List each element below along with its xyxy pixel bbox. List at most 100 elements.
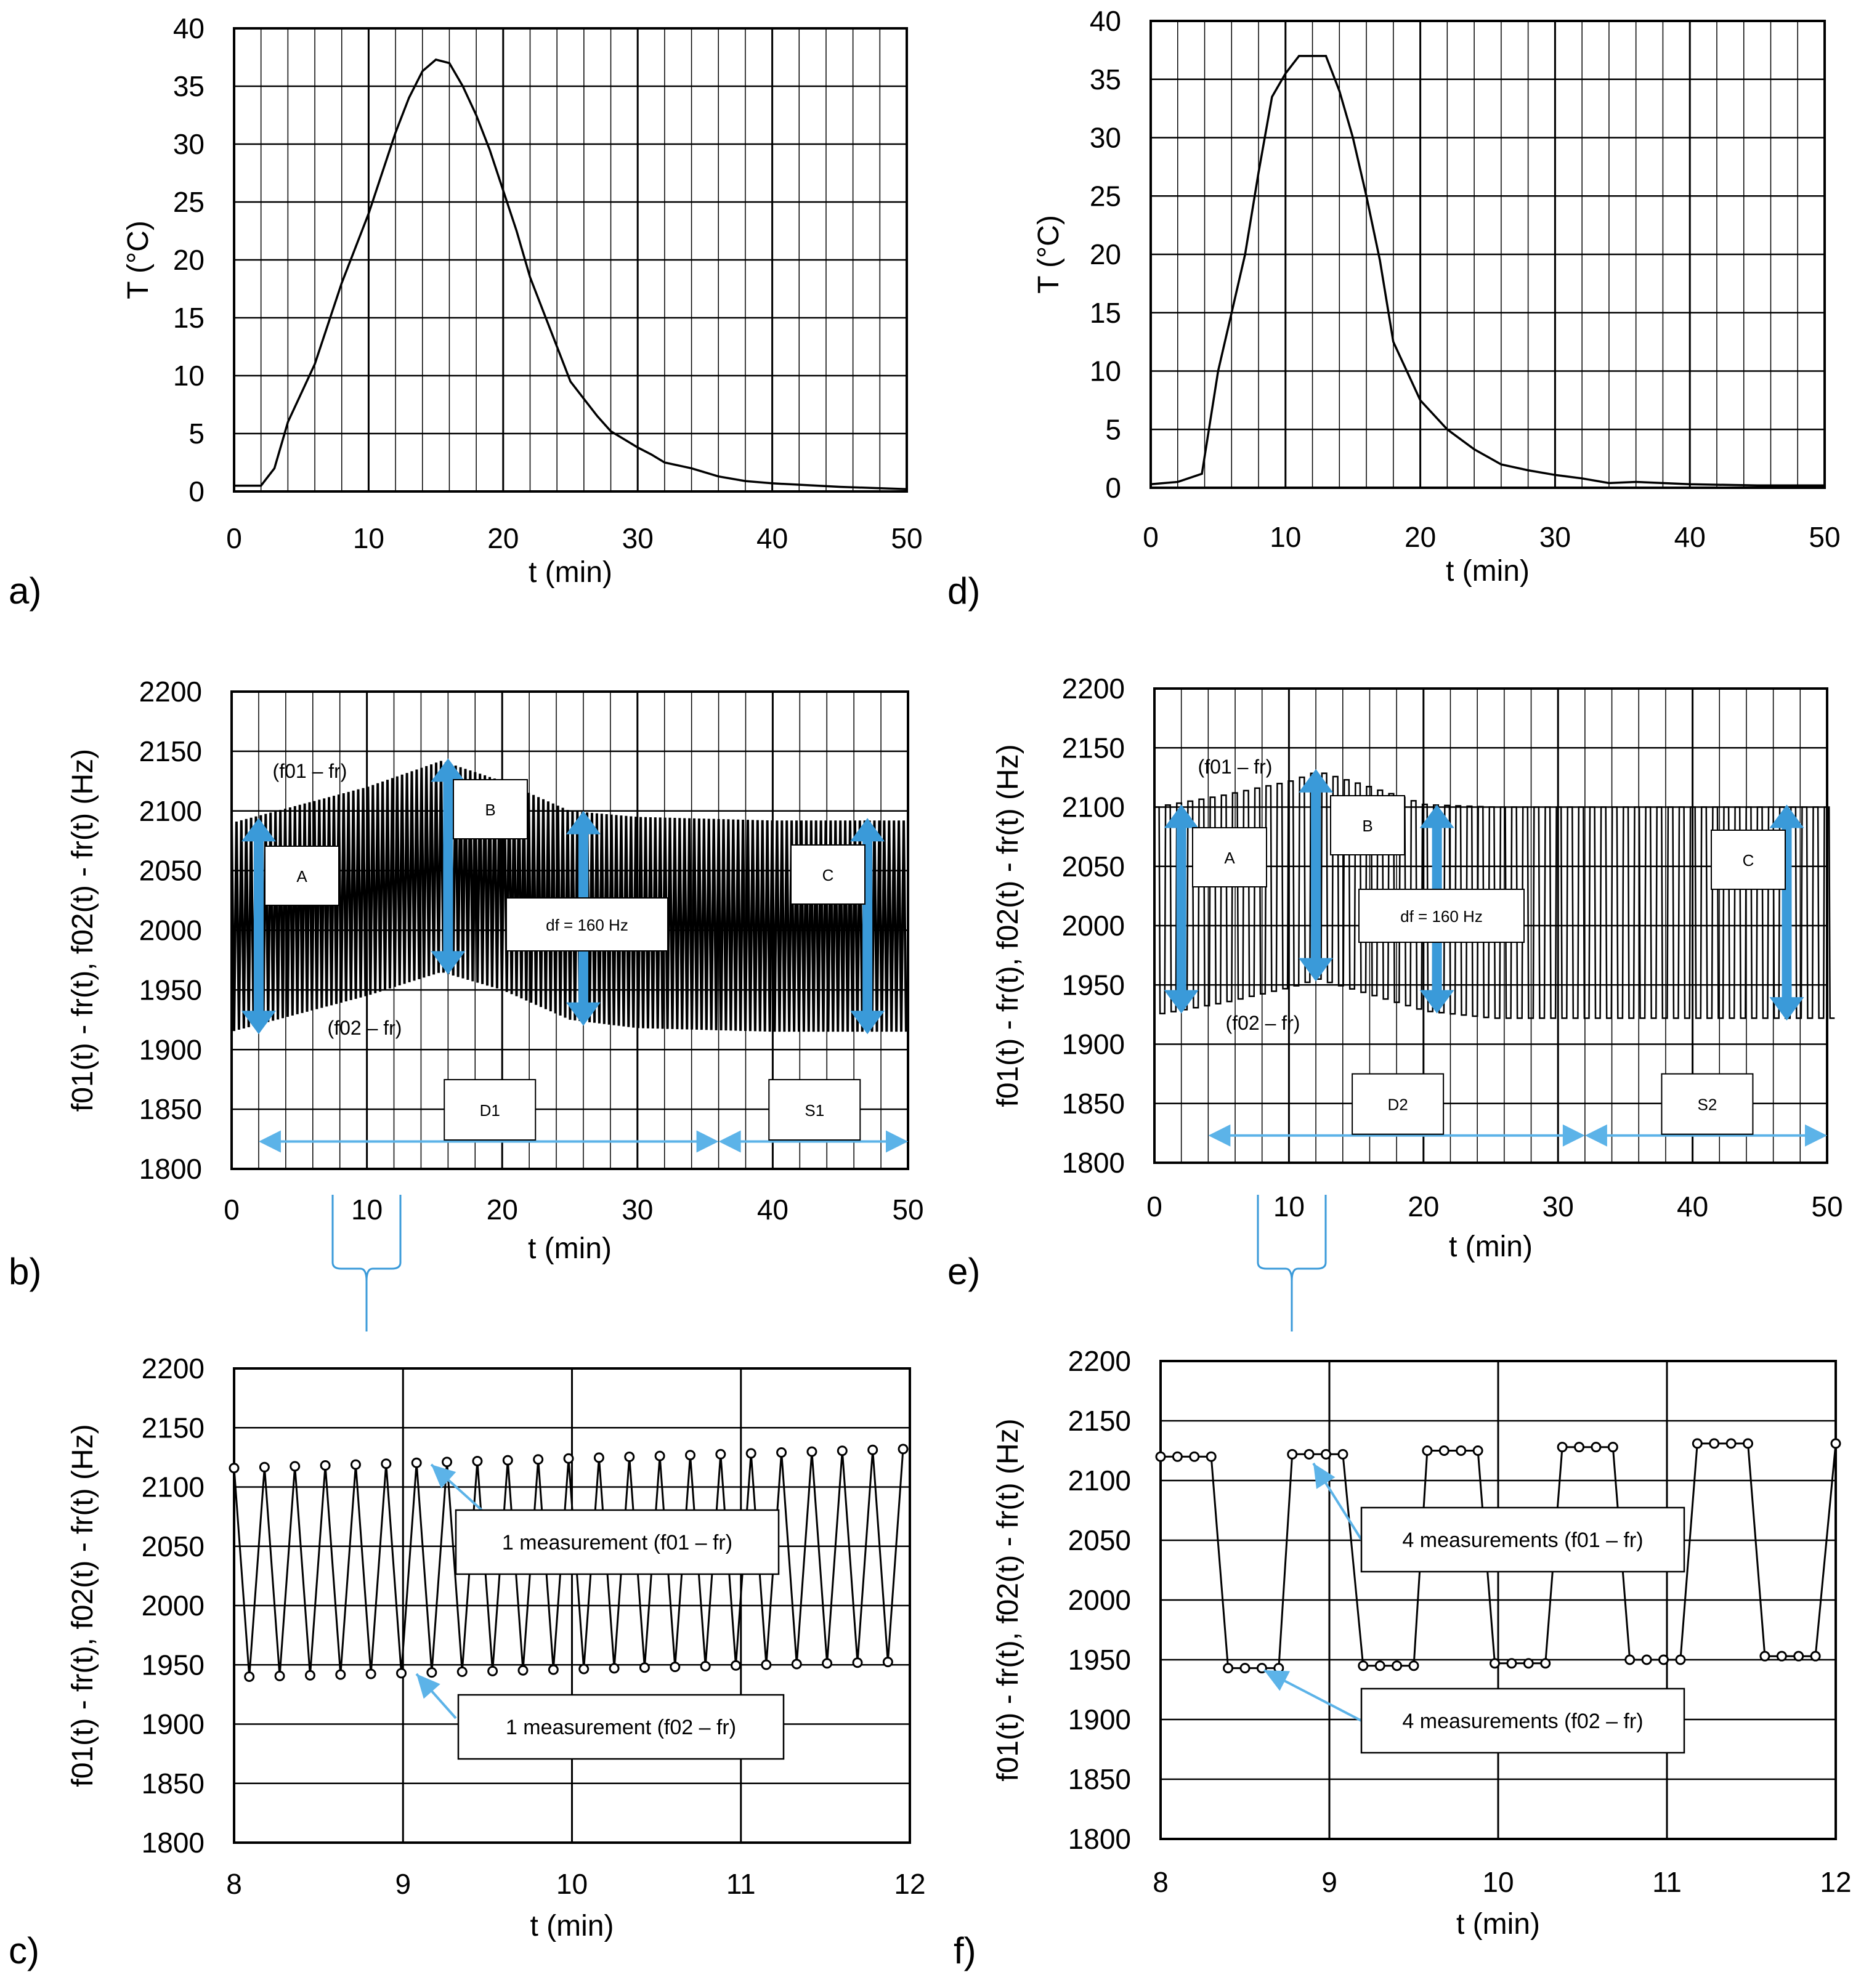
y-tick-label: 1850: [142, 1768, 205, 1800]
measurement-point: [1675, 1654, 1686, 1665]
interval-label-0: D1: [444, 1079, 537, 1141]
x-tick-label: 20: [487, 1194, 518, 1226]
measurement-point: [396, 1668, 407, 1679]
y-tick-label: 40: [173, 12, 205, 44]
measurement-point: [1239, 1663, 1251, 1674]
measurement-point: [578, 1663, 590, 1675]
interval-label-1-text: S1: [805, 1101, 824, 1120]
x-tick-label: 8: [1153, 1866, 1169, 1898]
x-tick-label: 10: [1273, 1190, 1305, 1222]
x-tick-label: 0: [226, 522, 242, 554]
measurement-point: [731, 1660, 742, 1671]
panel-label-f: f): [954, 1930, 976, 1971]
interval-arrow-1: [1584, 1124, 1827, 1147]
y-tick-label: 1800: [142, 1827, 205, 1859]
measurement-point: [852, 1657, 863, 1668]
y-tick-label: 40: [1090, 5, 1121, 37]
x-axis-label: t (min): [1456, 1908, 1540, 1941]
measurement-point: [1810, 1651, 1821, 1662]
measurement-point: [1793, 1651, 1804, 1662]
y-tick-label: 2200: [139, 676, 202, 708]
y-tick-label: 2100: [139, 795, 202, 827]
measurement-point: [1206, 1451, 1217, 1462]
y-tick-label: 10: [173, 360, 205, 392]
x-axis-label: t (min): [529, 556, 612, 589]
y-tick-label: 1800: [1068, 1823, 1131, 1855]
measurement-point: [1472, 1445, 1483, 1456]
plot-frame: [1153, 687, 1828, 1164]
measurement-point: [244, 1671, 255, 1682]
measurement-point: [1155, 1451, 1166, 1462]
x-tick-label: 9: [395, 1868, 411, 1900]
y-tick-label: 2050: [1062, 851, 1125, 883]
y-tick-label: 2150: [1068, 1405, 1131, 1437]
zoom-brace: [1257, 1195, 1327, 1331]
x-tick-label: 50: [892, 1194, 923, 1226]
measurement-point: [1776, 1651, 1787, 1662]
panel-label-c: c): [9, 1930, 39, 1971]
measurement-point: [456, 1667, 468, 1678]
x-tick-label: 20: [1405, 521, 1436, 553]
x-tick-label: 40: [757, 1194, 789, 1226]
measurement-point: [1172, 1451, 1183, 1462]
panel-e: 0 10 20 30 40 50 1800 1850 1900 1950 2000 2050 2100 2…: [992, 673, 1843, 1263]
y-tick-label: 2150: [1062, 732, 1125, 764]
measurement-point: [1743, 1438, 1754, 1449]
y-tick-label: 15: [173, 302, 205, 334]
y-axis-label: f01(t) - fr(t), f02(t) - fr(t) (Hz): [67, 1424, 99, 1787]
arrow-label-2: C: [1711, 830, 1786, 890]
measurement-point: [761, 1659, 772, 1670]
y-tick-label: 1850: [1068, 1763, 1131, 1795]
callout-f01-text: 1 measurement (f01 – fr): [502, 1531, 732, 1554]
x-tick-label: 20: [487, 522, 519, 554]
measurement-point: [442, 1457, 453, 1468]
x-tick-label: 0: [1146, 1190, 1162, 1222]
interval-label-0-text: D2: [1387, 1096, 1408, 1114]
panel-label-a: a): [9, 570, 41, 612]
measurement-point: [1692, 1438, 1703, 1449]
measurement-point: [1374, 1660, 1385, 1671]
y-tick-label: 10: [1090, 355, 1121, 387]
y-tick-label: 2000: [142, 1590, 205, 1622]
y-tick-label: 1800: [139, 1153, 202, 1185]
measurement-point: [1438, 1445, 1449, 1456]
x-tick-label: 40: [1677, 1190, 1708, 1222]
measurement-point: [1830, 1438, 1841, 1449]
callout-f01-text: 4 measurements (f01 – fr): [1402, 1529, 1643, 1552]
arrow-label-1-text: B: [485, 801, 495, 819]
range-arrow-1: [431, 758, 466, 975]
measurement-point: [426, 1667, 437, 1678]
measurement-point: [624, 1452, 635, 1462]
measurement-point: [1540, 1658, 1551, 1669]
temperature-line: [1150, 55, 1825, 487]
measurement-point: [700, 1660, 711, 1671]
measurement-point: [791, 1659, 802, 1670]
measurement-point: [593, 1452, 604, 1463]
y-tick-label: 1900: [1068, 1703, 1131, 1735]
y-tick-label: 2200: [1062, 673, 1125, 705]
y-tick-label: 5: [189, 418, 205, 450]
interval-label-1-text: S2: [1698, 1096, 1717, 1114]
y-tick-label: 25: [173, 186, 205, 218]
measurement-point: [670, 1662, 681, 1673]
plot-frame: [233, 27, 908, 493]
measurement-point: [335, 1669, 346, 1680]
plot-frame: [1159, 1360, 1837, 1840]
measurement-point: [1321, 1449, 1332, 1460]
x-tick-label: 40: [1674, 521, 1706, 553]
interval-label-0-text: D1: [480, 1101, 500, 1120]
panel-label-b: b): [9, 1251, 41, 1292]
y-tick-label: 1950: [1062, 969, 1125, 1001]
measurement-point: [487, 1665, 498, 1676]
y-axis-label: f01(t) - fr(t), f02(t) - fr(t) (Hz): [992, 744, 1024, 1107]
y-tick-label: 2050: [1068, 1524, 1131, 1556]
y-tick-label: 30: [1090, 122, 1121, 154]
measurement-point: [776, 1447, 787, 1458]
panel-b: 0 10 20 30 40 50 1800 1850 1900 1950 2000 2050 2100 2…: [67, 676, 924, 1265]
x-axis-label: t (min): [530, 1910, 614, 1942]
arrow-label-1-text: B: [1362, 817, 1372, 835]
measurement-point: [548, 1664, 559, 1675]
y-tick-label: 2000: [1062, 910, 1125, 942]
measurement-point: [1658, 1654, 1669, 1665]
